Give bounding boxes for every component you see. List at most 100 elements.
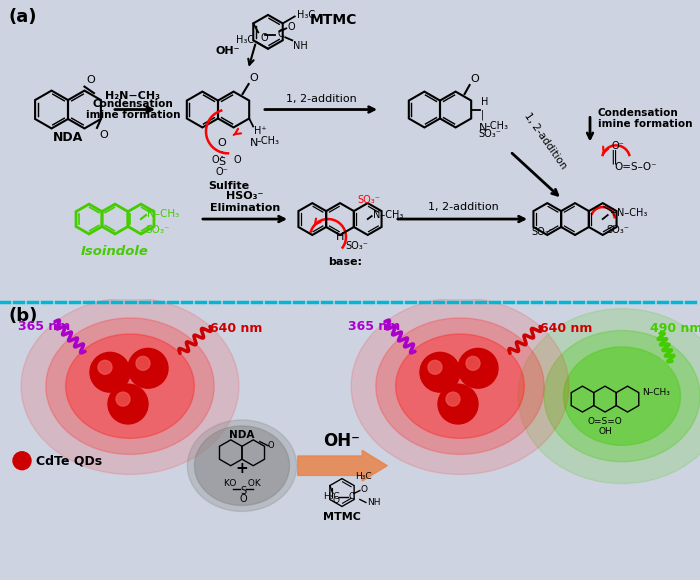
Text: +N–CH₃: +N–CH₃: [609, 208, 647, 218]
Text: :: :: [220, 147, 224, 160]
Text: H₃C: H₃C: [236, 35, 254, 45]
Text: OH⁻: OH⁻: [216, 46, 240, 56]
Text: NDA: NDA: [230, 430, 255, 440]
Text: 1, 2-addition: 1, 2-addition: [286, 93, 356, 104]
Text: 490 nm: 490 nm: [650, 321, 700, 335]
Text: Isoindole: Isoindole: [81, 245, 149, 258]
Ellipse shape: [544, 331, 700, 462]
Text: H: H: [336, 232, 344, 242]
Text: (b): (b): [8, 307, 37, 325]
Ellipse shape: [518, 309, 700, 484]
Text: H⁺: H⁺: [254, 126, 267, 136]
Text: NDA: NDA: [53, 132, 83, 144]
Text: NH: NH: [367, 498, 380, 507]
Text: H₃C: H₃C: [355, 472, 372, 481]
Text: O: O: [218, 139, 226, 148]
Circle shape: [90, 353, 130, 392]
Text: O: O: [250, 73, 258, 83]
Text: OH: OH: [598, 427, 612, 436]
Text: 640 nm: 640 nm: [210, 321, 262, 335]
Text: base:: base:: [328, 257, 362, 267]
Circle shape: [116, 392, 130, 406]
Text: O: O: [233, 155, 241, 165]
Text: O⁻: O⁻: [216, 167, 228, 177]
Text: N–CH₃: N–CH₃: [147, 209, 179, 219]
Text: Condensation
imine formation: Condensation imine formation: [85, 99, 181, 121]
Text: MTMC: MTMC: [323, 512, 361, 523]
Text: H₃C: H₃C: [297, 10, 315, 20]
Text: O: O: [287, 23, 295, 32]
Ellipse shape: [21, 298, 239, 474]
Ellipse shape: [188, 420, 297, 512]
Circle shape: [98, 360, 112, 374]
Text: N–CH₃: N–CH₃: [372, 210, 403, 220]
Text: N: N: [479, 124, 487, 133]
Circle shape: [446, 392, 460, 406]
Text: Condensation
imine formation: Condensation imine formation: [598, 108, 692, 129]
Text: C: C: [277, 30, 284, 39]
Text: 1, 2-addition: 1, 2-addition: [522, 111, 568, 171]
Text: |: |: [481, 109, 484, 119]
Ellipse shape: [376, 318, 544, 454]
Text: SO₃⁻: SO₃⁻: [358, 195, 381, 205]
Text: N–CH₃: N–CH₃: [643, 388, 671, 397]
Text: O: O: [267, 441, 274, 450]
Circle shape: [420, 353, 460, 392]
Circle shape: [428, 360, 442, 374]
Text: SO₃⁻: SO₃⁻: [531, 227, 554, 237]
Text: –CH₃: –CH₃: [486, 121, 509, 132]
Text: H: H: [481, 96, 488, 107]
Text: H₂N−CH₃: H₂N−CH₃: [106, 90, 160, 100]
Ellipse shape: [351, 298, 569, 474]
Text: O⁻: O⁻: [612, 142, 624, 151]
Text: –CH₃: –CH₃: [256, 136, 279, 146]
Text: CdTe QDs: CdTe QDs: [36, 454, 102, 467]
Text: O: O: [361, 485, 368, 494]
Ellipse shape: [195, 426, 290, 505]
Circle shape: [108, 384, 148, 424]
Ellipse shape: [66, 334, 195, 438]
Text: S: S: [240, 485, 246, 495]
Text: HSO₃⁻: HSO₃⁻: [226, 191, 264, 201]
Text: O: O: [333, 495, 340, 505]
Text: SO₃⁻: SO₃⁻: [345, 241, 368, 251]
Circle shape: [128, 349, 168, 388]
Text: Elimination: Elimination: [210, 203, 280, 213]
Text: 365 nm: 365 nm: [348, 320, 400, 332]
Text: 365 nm: 365 nm: [18, 320, 70, 332]
Text: 1, 2-addition: 1, 2-addition: [428, 202, 498, 212]
Circle shape: [13, 452, 31, 470]
Circle shape: [136, 356, 150, 370]
Text: MTMC: MTMC: [310, 13, 358, 27]
Text: SO₃⁻: SO₃⁻: [479, 129, 501, 139]
Text: O: O: [260, 34, 268, 44]
Text: KO    OK: KO OK: [223, 478, 260, 488]
Text: S: S: [218, 157, 225, 167]
Ellipse shape: [395, 334, 524, 438]
Text: +: +: [236, 461, 248, 476]
Text: C: C: [349, 492, 355, 501]
Text: O=S=O: O=S=O: [587, 417, 622, 426]
Text: SO₃⁻: SO₃⁻: [145, 225, 169, 235]
Text: O: O: [212, 155, 220, 165]
Text: O=S–O⁻: O=S–O⁻: [614, 162, 657, 172]
Text: NH: NH: [293, 41, 308, 51]
Circle shape: [466, 356, 480, 370]
Text: H₃C: H₃C: [323, 492, 340, 502]
FancyArrowPatch shape: [298, 451, 387, 481]
Text: (a): (a): [8, 8, 36, 26]
Circle shape: [438, 384, 478, 424]
Text: OH⁻: OH⁻: [323, 432, 360, 450]
Text: SO₃⁻: SO₃⁻: [607, 225, 629, 235]
Text: Sulfite: Sulfite: [208, 181, 249, 191]
Circle shape: [458, 349, 498, 388]
Ellipse shape: [46, 318, 214, 454]
Text: 640 nm: 640 nm: [540, 321, 592, 335]
Text: O: O: [99, 130, 108, 140]
Text: ‖: ‖: [610, 149, 617, 164]
Ellipse shape: [564, 347, 680, 445]
Text: O: O: [470, 74, 480, 84]
Text: O: O: [239, 495, 247, 505]
Text: O: O: [87, 75, 95, 85]
Text: N: N: [250, 139, 258, 148]
